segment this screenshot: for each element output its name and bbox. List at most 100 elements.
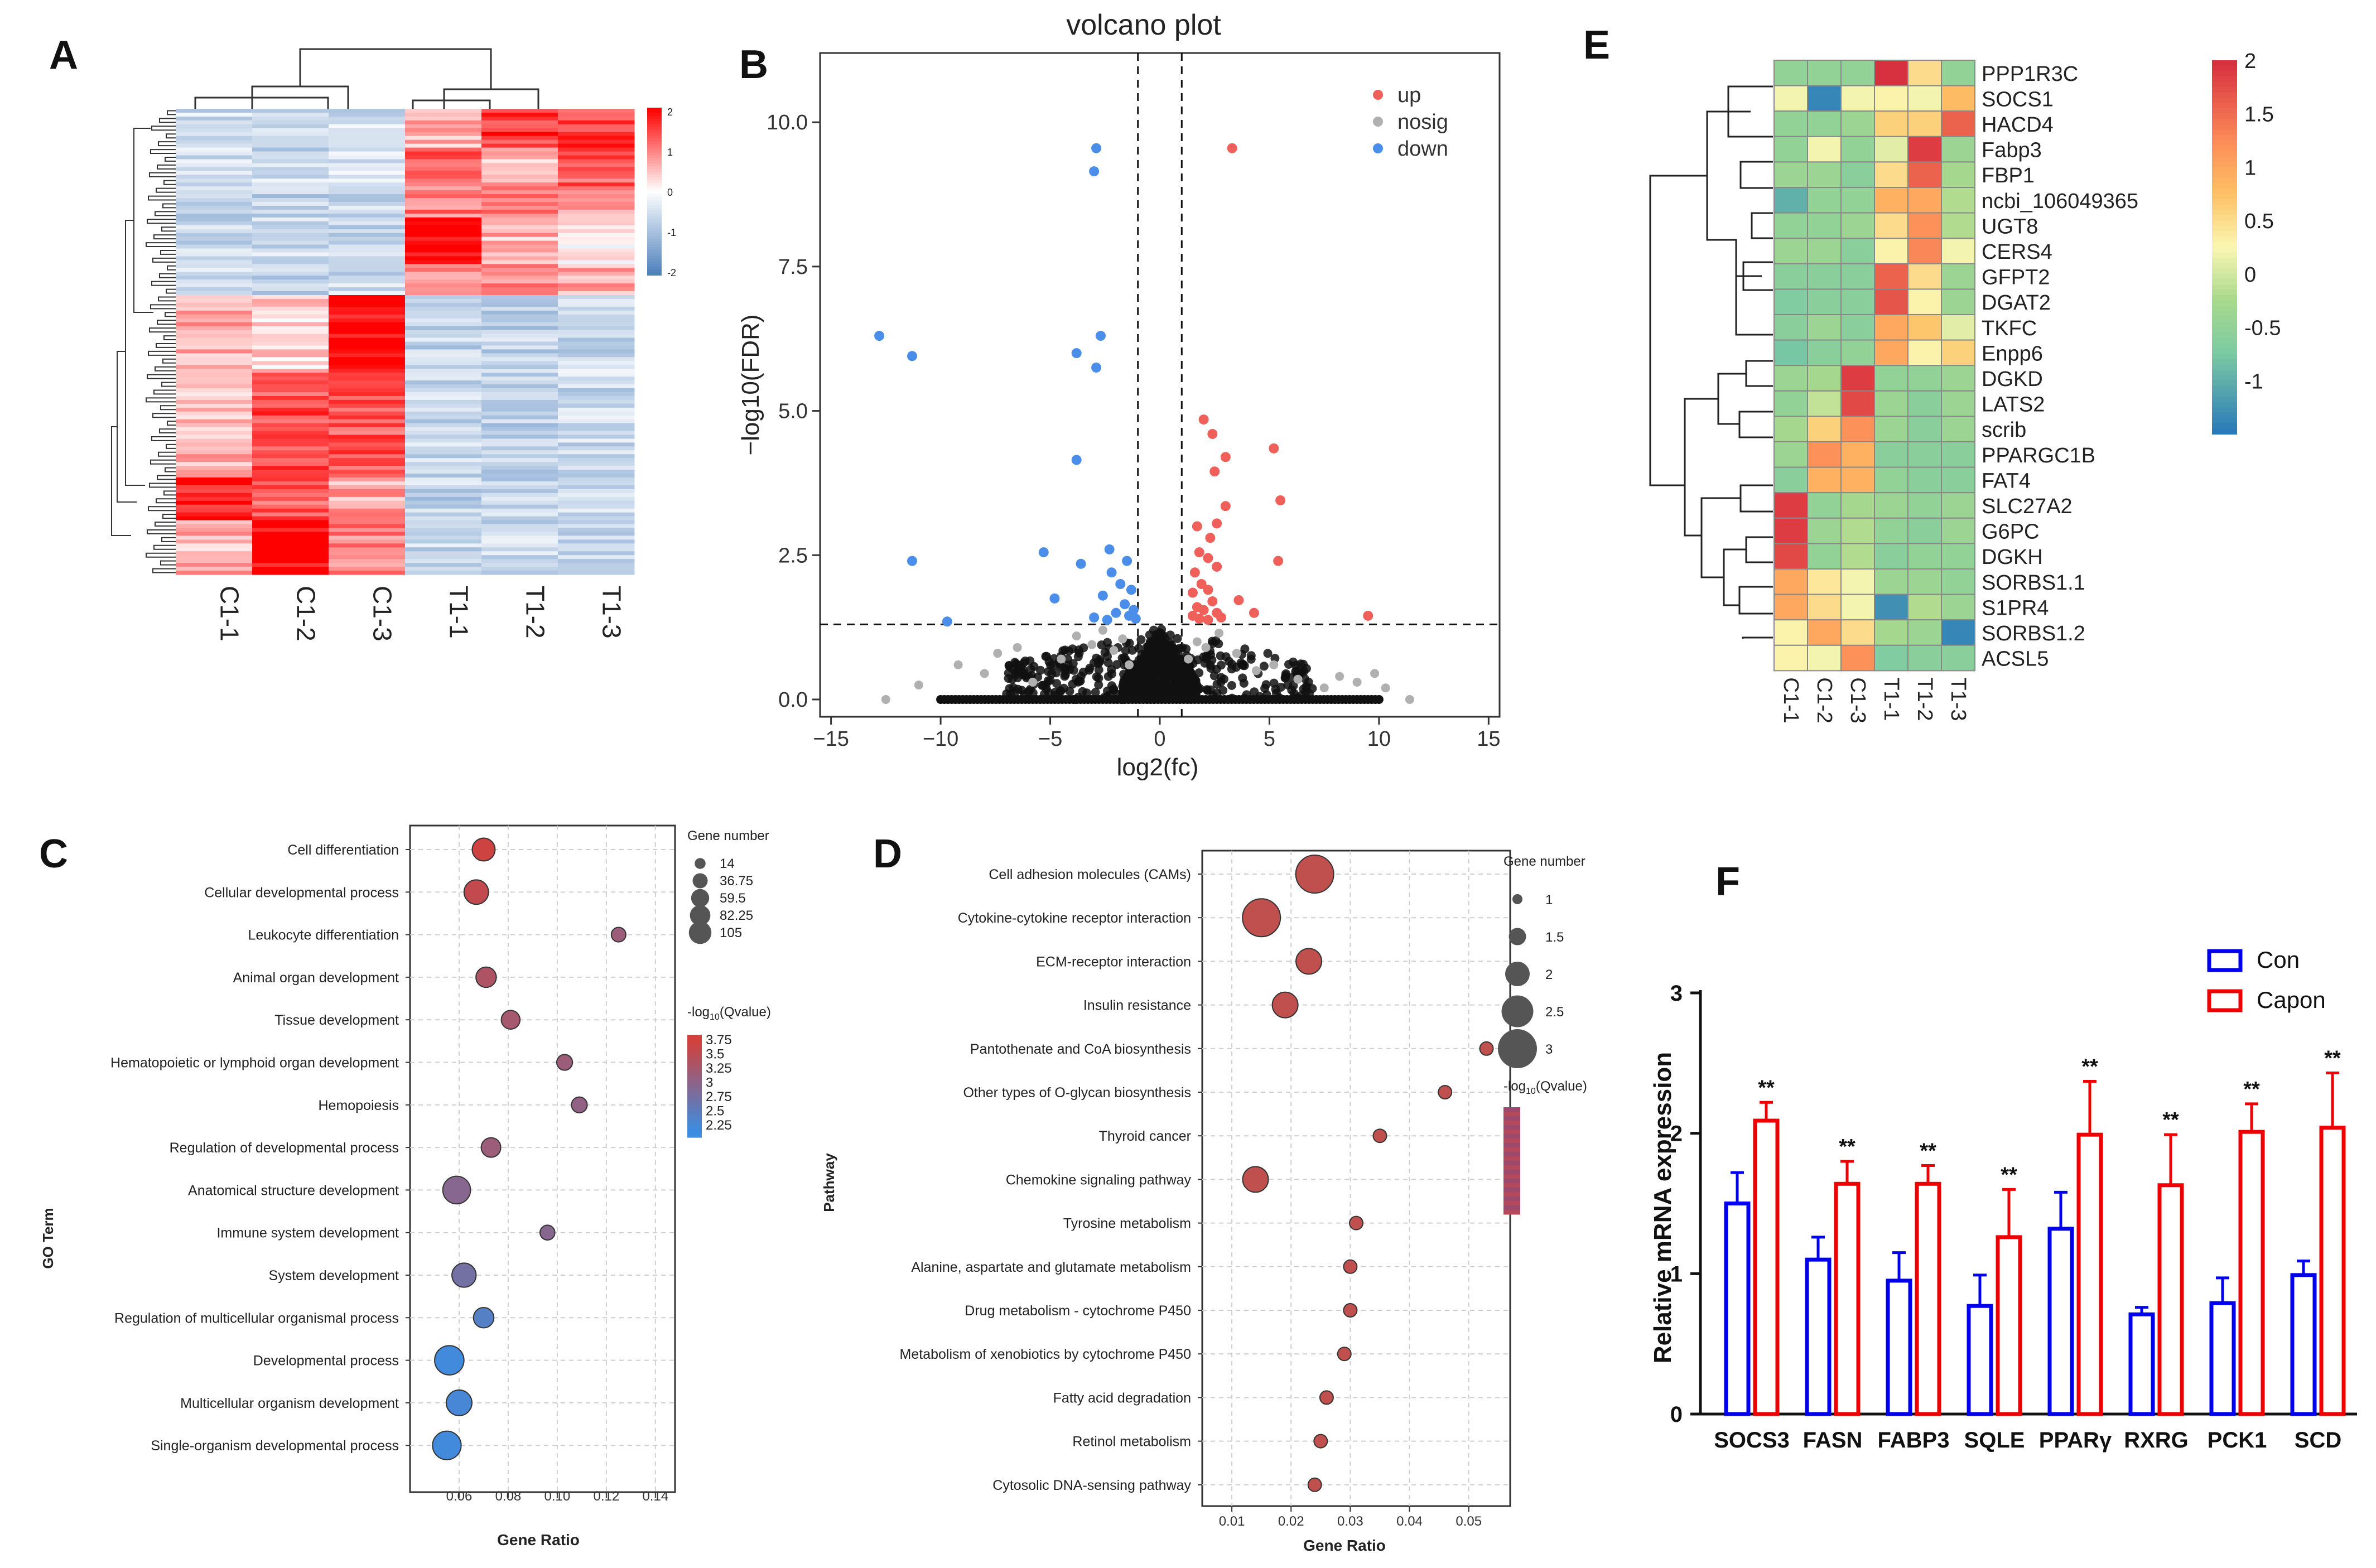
bar-y-label: Relative mRNA expression	[1649, 1052, 1676, 1363]
heatmap-a-cell	[329, 128, 406, 133]
heatmap-a-cell	[481, 310, 558, 315]
heatmap-e-column-label: T1-2	[1913, 677, 1936, 721]
dotplot-x-tick-label: 0.01	[1219, 1514, 1245, 1529]
kegg-color-legend-swatch	[1503, 1152, 1520, 1157]
heatmap-a-cell	[558, 567, 635, 571]
dotplot-x-tick-label: 0.02	[1278, 1514, 1304, 1529]
heatmap-a-cell	[329, 244, 406, 249]
heatmap-e-legend-swatch	[2212, 273, 2237, 280]
volcano-nosig-point	[1270, 654, 1280, 663]
heatmap-a-cell	[481, 128, 558, 133]
heatmap-a-legend-swatch	[647, 208, 662, 211]
kegg-color-legend-title-a: -log	[1503, 1079, 1526, 1094]
heatmap-a-cell	[329, 213, 406, 218]
heatmap-a-cell	[176, 361, 253, 365]
heatmap-a-cell	[329, 528, 406, 533]
heatmap-e-cell	[1807, 517, 1842, 544]
heatmap-a-cell	[405, 454, 482, 459]
heatmap-e-cell	[1840, 339, 1875, 366]
heatmap-e-row-label: Enpp6	[1982, 342, 2043, 365]
dotplot-point	[463, 879, 489, 905]
heatmap-a-cell	[558, 116, 635, 121]
heatmap-e-row-label: PPARGC1B	[1982, 444, 2095, 467]
heatmap-a-cell	[176, 194, 253, 199]
heatmap-a-cell	[329, 217, 406, 222]
heatmap-e-cell	[1807, 238, 1842, 264]
heatmap-a-cell	[176, 547, 253, 552]
heatmap-e-legend-swatch	[2212, 103, 2237, 109]
volcano-nosig-point	[1094, 680, 1103, 689]
heatmap-a-cell	[405, 388, 482, 393]
heatmap-e-legend-swatch	[2212, 263, 2237, 269]
heatmap-a-cell	[252, 520, 329, 525]
volcano-nosig-point	[1281, 670, 1290, 680]
heatmap-a-cell	[481, 147, 558, 152]
heatmap-a-cell	[252, 415, 329, 420]
heatmap-a-cell	[558, 334, 635, 339]
heatmap-a-cell	[558, 481, 635, 486]
heatmap-a-cell	[176, 504, 253, 509]
heatmap-a-cell	[329, 221, 406, 226]
heatmap-a-cell	[252, 516, 329, 521]
heatmap-e-cell	[1840, 466, 1875, 494]
heatmap-a-cell	[558, 159, 635, 164]
volcano-nosig-point	[1028, 677, 1038, 687]
kegg-pathway-labels: Cell adhesion molecules (CAMs) Cytokine-c…	[900, 867, 1202, 1493]
volcano-up-point	[1198, 414, 1209, 425]
heatmap-a-cell	[481, 112, 558, 117]
heatmap-a-cell	[481, 171, 558, 175]
heatmap-a-legend-swatch	[647, 127, 662, 131]
heatmap-a-cell	[405, 322, 482, 327]
heatmap-a-cell	[405, 155, 482, 160]
heatmap-a-cell	[558, 252, 635, 257]
heatmap-a-cell	[481, 415, 558, 420]
heatmap-a-cell	[329, 353, 406, 358]
heatmap-a-cell	[176, 535, 253, 540]
heatmap-a-cell	[405, 147, 482, 152]
bar-con	[1967, 1304, 1993, 1416]
volcano-nosig-point	[1029, 662, 1039, 671]
go-gridlines	[410, 826, 675, 1492]
heatmap-a-cell	[481, 470, 558, 474]
heatmap-a-cell	[329, 543, 406, 548]
heatmap-e-cell	[1807, 161, 1842, 188]
volcano-nosig-point	[1133, 671, 1143, 681]
volcano-legend: up nosig down	[1373, 84, 1448, 161]
go-color-legend-swatch	[687, 1075, 702, 1079]
heatmap-a-cell	[176, 377, 253, 381]
heatmap-a-legend-swatch	[647, 233, 662, 237]
bar-y-tick-label: 3	[1670, 981, 1683, 1006]
heatmap-e-cell	[1907, 644, 1942, 672]
heatmap-a-cell	[252, 155, 329, 160]
heatmap-a-cell	[252, 543, 329, 548]
kegg-color-legend-swatch	[1503, 1192, 1520, 1197]
heatmap-a-cell	[252, 365, 329, 369]
heatmap-e-legend-swatch	[2212, 172, 2237, 178]
volcano-nosig-point	[881, 694, 890, 704]
heatmap-a-cell	[176, 395, 253, 401]
heatmap-a-cell	[405, 373, 482, 377]
heatmap-e-row-label: DGKD	[1982, 368, 2043, 391]
go-color-legend-title-sub: 10	[710, 1012, 720, 1022]
go-color-legend-swatch	[687, 1135, 702, 1138]
volcano-axes: −15 −10 −5 0 5 10 15 0.0 2.5 5.0 7.5 10.0	[767, 111, 1500, 751]
heatmap-e-legend-swatch	[2212, 359, 2237, 365]
bar-con	[2128, 1312, 2155, 1416]
bar-con	[1805, 1257, 1832, 1416]
heatmap-a-cell	[481, 532, 558, 537]
kegg-size-legend-marker	[1501, 995, 1534, 1027]
heatmap-e-legend-swatch	[2212, 167, 2237, 173]
heatmap-e-legend-swatch	[2212, 284, 2237, 291]
heatmap-a-cell	[405, 477, 482, 482]
dotplot-point	[1337, 1347, 1352, 1362]
heatmap-a-legend-swatch	[647, 136, 662, 139]
heatmap-e-legend-swatch	[2212, 119, 2237, 125]
heatmap-e-cell	[1773, 60, 1808, 86]
heatmap-a-cell	[176, 493, 253, 498]
heatmap-a-cell	[176, 415, 253, 420]
heatmap-e-legend-swatch	[2212, 146, 2237, 152]
volcano-nosig-point	[1011, 670, 1021, 679]
go-color-legend-swatch	[687, 1055, 702, 1058]
heatmap-e-row-label: S1PR4	[1982, 596, 2049, 620]
heatmap-a-cell	[329, 326, 406, 331]
